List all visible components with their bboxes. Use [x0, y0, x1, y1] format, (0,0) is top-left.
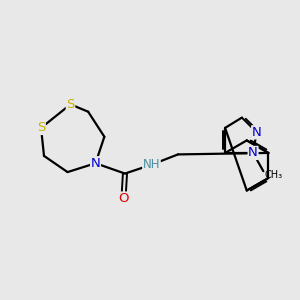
Text: O: O	[118, 192, 129, 205]
Text: NH: NH	[143, 158, 160, 171]
Text: N: N	[248, 146, 258, 159]
Text: S: S	[37, 122, 45, 134]
Text: CH₃: CH₃	[265, 170, 283, 180]
Text: N: N	[252, 126, 262, 139]
Text: N: N	[91, 157, 100, 170]
Text: S: S	[66, 98, 75, 111]
